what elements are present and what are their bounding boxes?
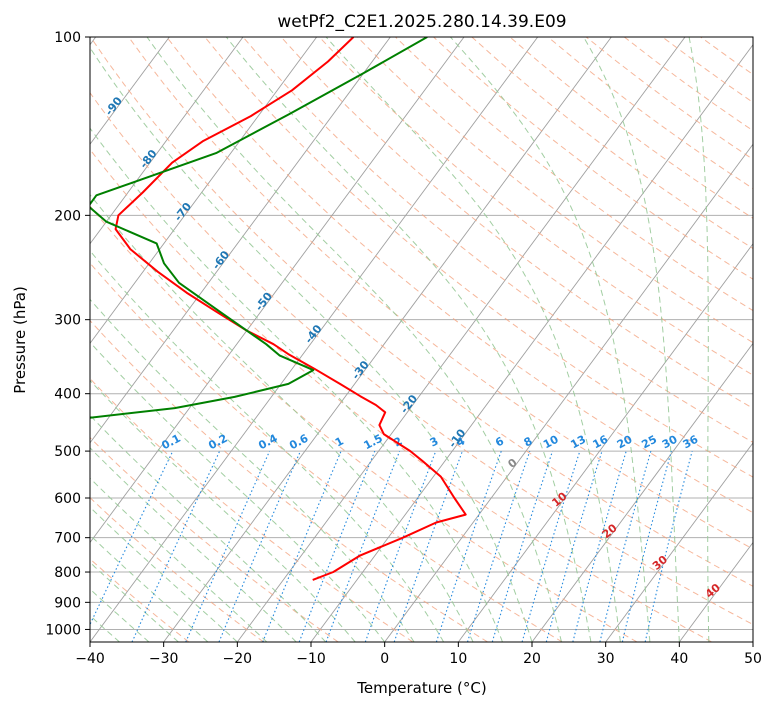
- moist-adiabat-line: [325, 37, 621, 642]
- isotherm-line: [236, 37, 686, 642]
- dry-adiabat-line: [90, 148, 712, 642]
- moist-adiabat-line: [450, 37, 651, 642]
- moist-adiabat-line: [90, 477, 268, 642]
- moist-adiabat-line: [90, 506, 238, 642]
- dry-adiabat-line: [280, 37, 753, 409]
- y-tick-label: 400: [54, 387, 81, 403]
- isotherm-line: [90, 37, 465, 544]
- x-tick-label: 10: [449, 651, 467, 667]
- moist-adiabat-line: [90, 534, 209, 642]
- x-tick-label: 20: [523, 651, 541, 667]
- mixing-ratio-line: [599, 450, 652, 642]
- dry-adiabat-line: [357, 37, 753, 344]
- mixing-ratio-line: [364, 450, 437, 642]
- isotherm-line: [90, 37, 318, 345]
- y-axis-label: Pressure (hPa): [11, 286, 29, 394]
- y-tick-label: 300: [54, 313, 81, 329]
- dry-adiabat-line: [90, 205, 638, 642]
- mixing-ratio-label: 13: [568, 433, 588, 452]
- mixing-ratio-label: 16: [591, 433, 611, 452]
- mixing-ratio-line: [218, 450, 302, 642]
- moist-adiabat-line: [90, 341, 386, 642]
- mixing-ratio-label: 10: [541, 433, 561, 452]
- moist-adiabat-line: [90, 379, 356, 642]
- x-tick-label: 30: [597, 651, 615, 667]
- y-tick-label: 600: [54, 491, 81, 507]
- x-tick-label: 40: [670, 651, 688, 667]
- mixing-ratio-line: [185, 450, 271, 642]
- mixing-ratio-line: [621, 450, 672, 642]
- x-tick-label: 50: [744, 651, 762, 667]
- mixing-ratio-label: 20: [615, 433, 635, 452]
- isotherm-line: [163, 37, 612, 642]
- x-tick-label: −20: [223, 651, 253, 667]
- mixing-ratio-line: [325, 450, 401, 642]
- dry-adiabat-line: [128, 37, 753, 550]
- mixing-ratio-line: [298, 450, 376, 642]
- y-tick-label: 900: [54, 595, 81, 611]
- isotherm-line: [531, 342, 753, 642]
- moist-adiabat-line: [225, 37, 592, 642]
- y-tick-label: 1000: [45, 622, 81, 638]
- y-tick-label: 100: [54, 30, 81, 46]
- isotherm-line: [90, 37, 391, 444]
- mixing-ratio-line: [466, 450, 531, 642]
- isotherm-line: [605, 442, 753, 642]
- x-tick-label: −10: [296, 651, 326, 667]
- axes: −40 −30 −20 −10 0 10 20 30 40 50 100 200 300 400 500 60…: [45, 30, 762, 667]
- moist-adiabat-line: [90, 588, 150, 642]
- x-tick-label: −30: [149, 651, 179, 667]
- isotherm-line: [384, 143, 753, 642]
- mixing-ratio-label: 36: [681, 433, 701, 452]
- sounding-profiles: [90, 37, 467, 581]
- mixing-ratio-line: [435, 450, 502, 642]
- mixing-ratio-label: 30: [660, 433, 680, 452]
- x-tick-label: 0: [380, 651, 389, 667]
- moist-adiabat-line: [90, 127, 503, 642]
- dry-adiabat-line: [318, 37, 753, 376]
- isotherm-line: [310, 43, 753, 642]
- dewpoint-profile-line: [90, 37, 428, 419]
- moist-adiabat-line: [90, 46, 533, 642]
- mixing-ratio-line: [545, 450, 603, 642]
- x-tick-label: −40: [75, 651, 105, 667]
- dry-adiabat-line: [90, 262, 563, 642]
- mixing-ratio-label: 25: [639, 433, 659, 452]
- y-tick-label: 700: [54, 531, 81, 547]
- mixing-ratio-line: [393, 450, 463, 642]
- moist-adiabat-line: [90, 561, 179, 642]
- moist-adiabat-line: [90, 447, 297, 642]
- isotherm-line: [90, 37, 244, 245]
- plot-frame: [89, 36, 754, 643]
- moist-adiabat-line: [90, 414, 327, 642]
- y-tick-label: 800: [54, 565, 81, 581]
- moist-adiabat-line: [90, 298, 415, 642]
- dry-adiabat-line: [90, 91, 753, 626]
- y-tick-label: 200: [54, 208, 81, 224]
- moist-adiabat-line: [583, 37, 680, 642]
- mixing-ratio-line: [491, 450, 554, 642]
- isotherm-line: [90, 37, 539, 642]
- isotherm-line: [90, 37, 170, 146]
- dry-adiabat-line: [90, 37, 753, 587]
- y-tick-label: 500: [54, 444, 81, 460]
- background-lines: [90, 37, 753, 642]
- x-axis-label: Temperature (°C): [356, 679, 486, 697]
- moist-adiabat-line: [146, 37, 562, 642]
- moist-adiabat-line: [688, 37, 710, 642]
- mixing-ratio-line: [521, 450, 581, 642]
- chart-title: wetPf2_C2E1.2025.280.14.39.E09: [277, 12, 566, 32]
- mixing-ratio-line: [572, 450, 627, 642]
- mixing-ratio-line: [644, 450, 693, 642]
- mixing-ratio-line: [262, 450, 342, 642]
